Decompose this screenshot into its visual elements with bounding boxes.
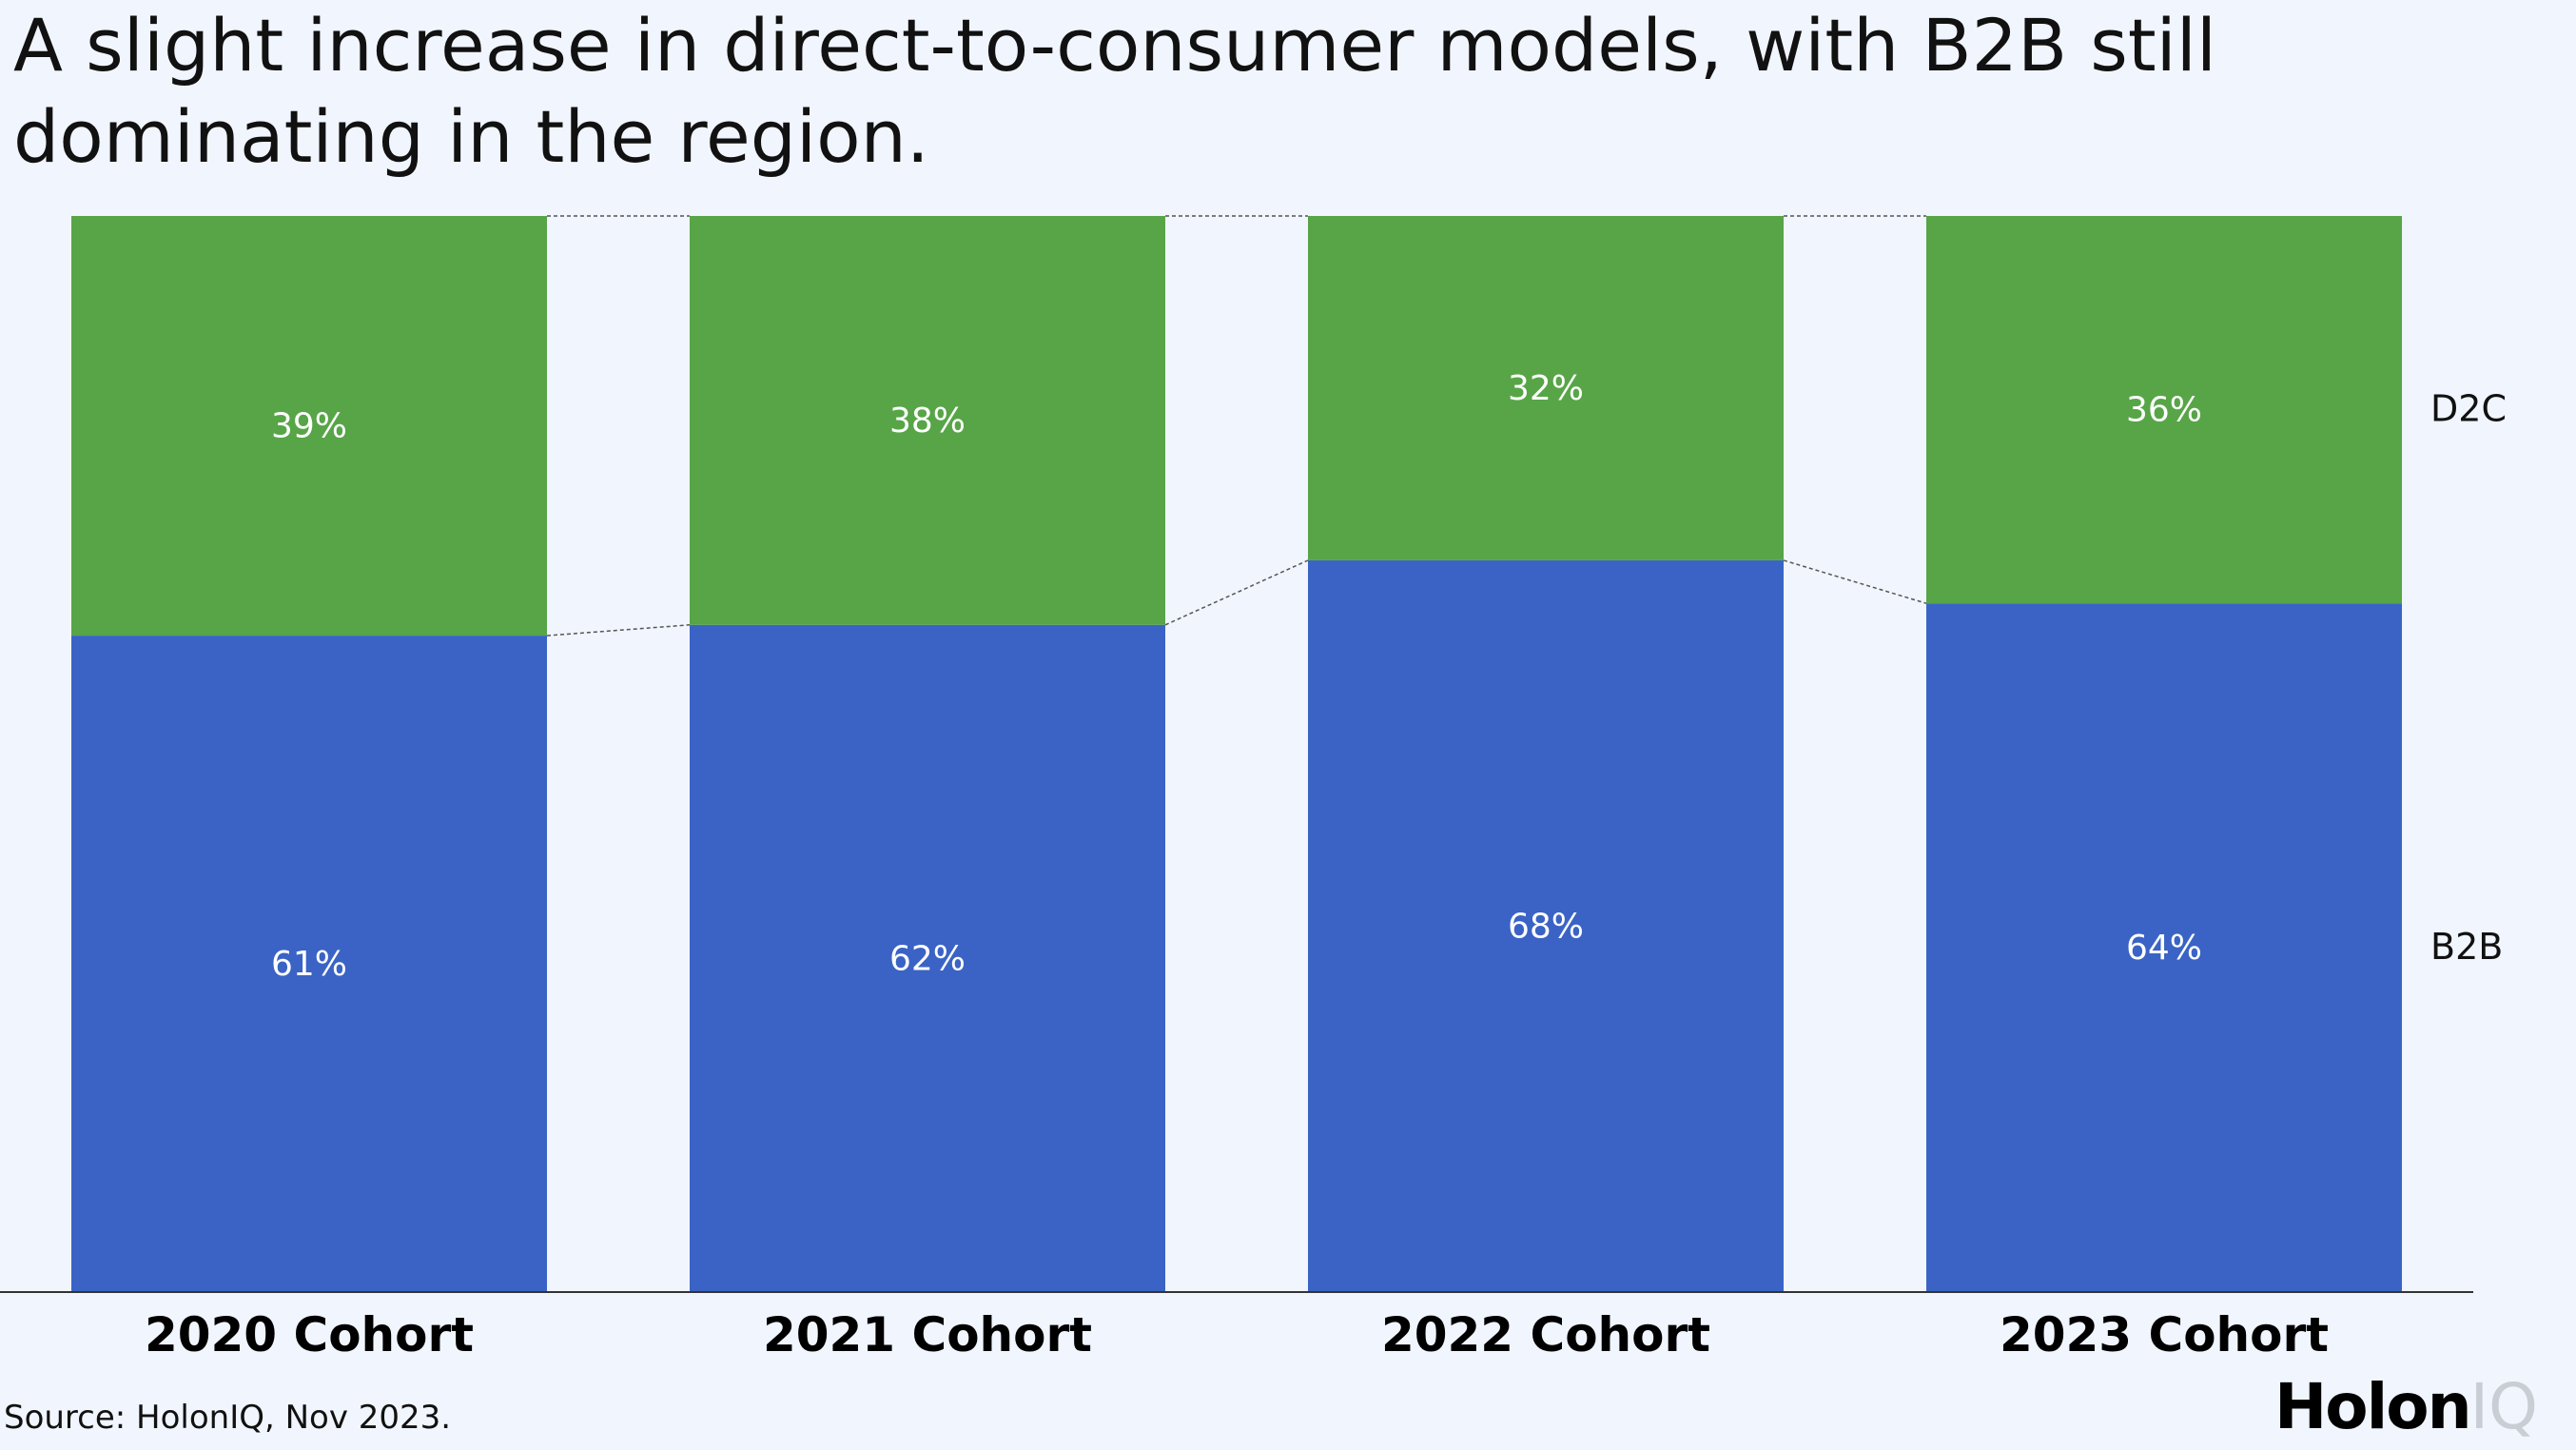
label-b2b-4: 64% (2126, 929, 2202, 968)
label-b2b-2: 62% (889, 939, 966, 978)
bar-b2b-2 (690, 624, 1165, 1292)
label-b2b-1: 61% (271, 945, 347, 984)
connector-b2b-3 (1783, 559, 1927, 604)
bar-b2b-1 (71, 636, 547, 1292)
connector-b2b-2 (1164, 559, 1309, 626)
bar-d2c-4 (1926, 216, 2402, 604)
category-label-1: 2020 Cohort (145, 1307, 474, 1362)
chart-title: A slight increase in direct-to-consumer … (13, 3, 2216, 179)
connector-lines (546, 215, 1927, 637)
logo-holon: Holon (2274, 1370, 2472, 1443)
bar-labels: 61% 39% 62% 38% 68% 32% 64% 36% (271, 369, 2202, 984)
logo-iq: IQ (2469, 1370, 2538, 1443)
label-d2c-4: 36% (2126, 391, 2202, 430)
source-note: Source: HolonIQ, Nov 2023. (4, 1399, 452, 1437)
bar-b2b-3 (1308, 559, 1784, 1292)
category-label-4: 2023 Cohort (2000, 1307, 2329, 1362)
bar-d2c-3 (1308, 216, 1784, 560)
connector-b2b-1 (546, 624, 691, 637)
series-label-b2b: B2B (2430, 926, 2503, 968)
series-labels: D2C B2B (2430, 388, 2507, 969)
bar-d2c-2 (690, 216, 1165, 625)
category-labels: 2020 Cohort 2021 Cohort 2022 Cohort 2023 Co… (145, 1307, 2329, 1362)
label-d2c-3: 32% (1508, 369, 1584, 408)
label-d2c-1: 39% (271, 407, 347, 446)
category-label-2: 2021 Cohort (763, 1307, 1092, 1362)
series-label-d2c: D2C (2430, 388, 2507, 430)
bar-d2c-1 (71, 216, 547, 637)
category-label-3: 2022 Cohort (1381, 1307, 1710, 1362)
bars (71, 216, 2402, 1292)
label-d2c-2: 38% (889, 402, 966, 441)
label-b2b-3: 68% (1508, 907, 1584, 946)
holoniq-logo: HolonIQ (2274, 1370, 2538, 1443)
bar-b2b-4 (1926, 603, 2402, 1292)
